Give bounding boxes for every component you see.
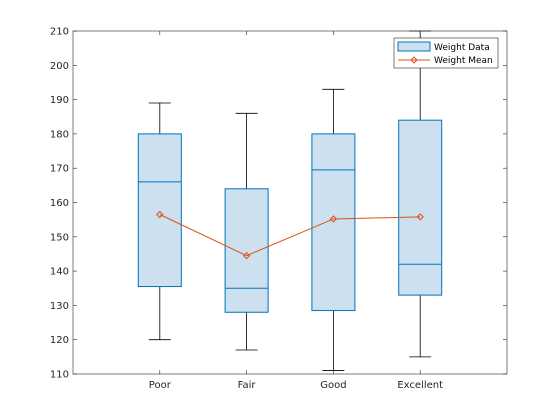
legend-swatch-box bbox=[397, 41, 431, 52]
mean-series-layer bbox=[156, 210, 424, 260]
axes-layer: 110 120 130 140 150 160 170 180 190 200 210 Poor Fai… bbox=[50, 27, 508, 391]
box-iqr bbox=[224, 188, 269, 313]
y-tick-label: 180 bbox=[50, 129, 69, 140]
y-tick-label: 210 bbox=[50, 27, 69, 38]
mean-marker-good bbox=[329, 215, 338, 223]
x-tick-label: Poor bbox=[149, 380, 172, 391]
x-tick-label: Excellent bbox=[397, 380, 443, 391]
box-excellent bbox=[398, 30, 443, 358]
mean-line bbox=[159, 214, 421, 257]
box-poor bbox=[137, 102, 182, 341]
mean-marker-excellent bbox=[416, 213, 424, 221]
mean-marker-fair bbox=[242, 251, 251, 260]
y-tick-label: 120 bbox=[50, 335, 69, 346]
y-tick-label: 140 bbox=[50, 267, 69, 278]
y-tick-label: 200 bbox=[50, 61, 69, 72]
y-tick-label: 160 bbox=[50, 198, 69, 209]
box-iqr bbox=[398, 119, 443, 296]
mean-marker-poor bbox=[156, 210, 164, 219]
box-fair bbox=[224, 112, 269, 351]
legend-swatch-marker bbox=[410, 56, 418, 64]
boxes-layer bbox=[137, 30, 443, 371]
legend-label-box: Weight Data bbox=[434, 43, 490, 53]
y-tick-label: 170 bbox=[50, 164, 69, 175]
x-tick-label: Good bbox=[320, 380, 346, 391]
y-tick-label: 150 bbox=[50, 232, 69, 243]
y-tick-label: 190 bbox=[50, 95, 69, 106]
box-iqr bbox=[137, 133, 182, 288]
legend: Weight Data Weight Mean bbox=[393, 37, 499, 69]
legend-label-mean: Weight Mean bbox=[434, 56, 493, 66]
y-tick-label: 110 bbox=[50, 370, 69, 381]
x-tick-label: Fair bbox=[238, 380, 257, 391]
y-tick-label: 130 bbox=[50, 301, 69, 312]
